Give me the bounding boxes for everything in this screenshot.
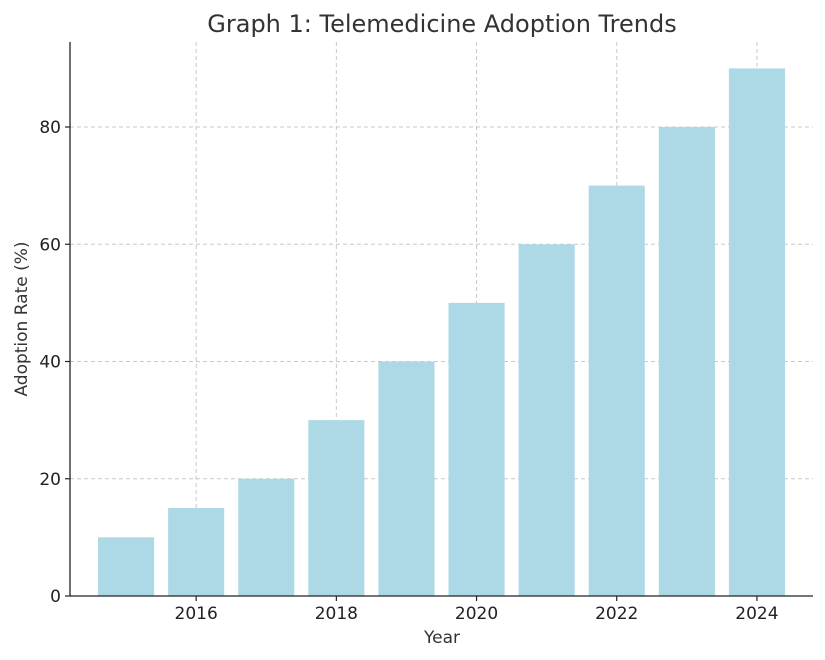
bar-2019	[378, 361, 435, 596]
y-axis-label: Adoption Rate (%)	[12, 241, 32, 396]
y-tick-label: 60	[39, 235, 61, 255]
bar-2024	[728, 68, 785, 596]
bar-2018	[308, 420, 365, 596]
y-tick-label: 20	[39, 470, 61, 490]
bar-2023	[658, 127, 715, 596]
bar-2021	[518, 244, 575, 596]
bar-2017	[238, 478, 295, 596]
y-tick-label: 40	[39, 353, 61, 373]
x-tick-label: 2018	[315, 604, 358, 624]
bar-2015	[98, 537, 155, 596]
x-tick-label: 2020	[455, 604, 498, 624]
axes	[65, 42, 813, 601]
bar-2020	[448, 302, 505, 596]
x-axis-label: Year	[423, 628, 460, 648]
x-tick-label: 2016	[175, 604, 218, 624]
chart-title: Graph 1: Telemedicine Adoption Trends	[207, 10, 676, 38]
bars	[98, 68, 785, 596]
x-tick-label: 2024	[735, 604, 778, 624]
y-tick-label: 80	[39, 118, 61, 138]
bar-2022	[588, 185, 645, 596]
tick-labels: 2016 2018 2020 2022 2024 0 20 40 60 80	[39, 118, 778, 624]
x-tick-label: 2022	[595, 604, 638, 624]
bar-2016	[168, 508, 225, 596]
y-tick-label: 0	[50, 587, 61, 607]
